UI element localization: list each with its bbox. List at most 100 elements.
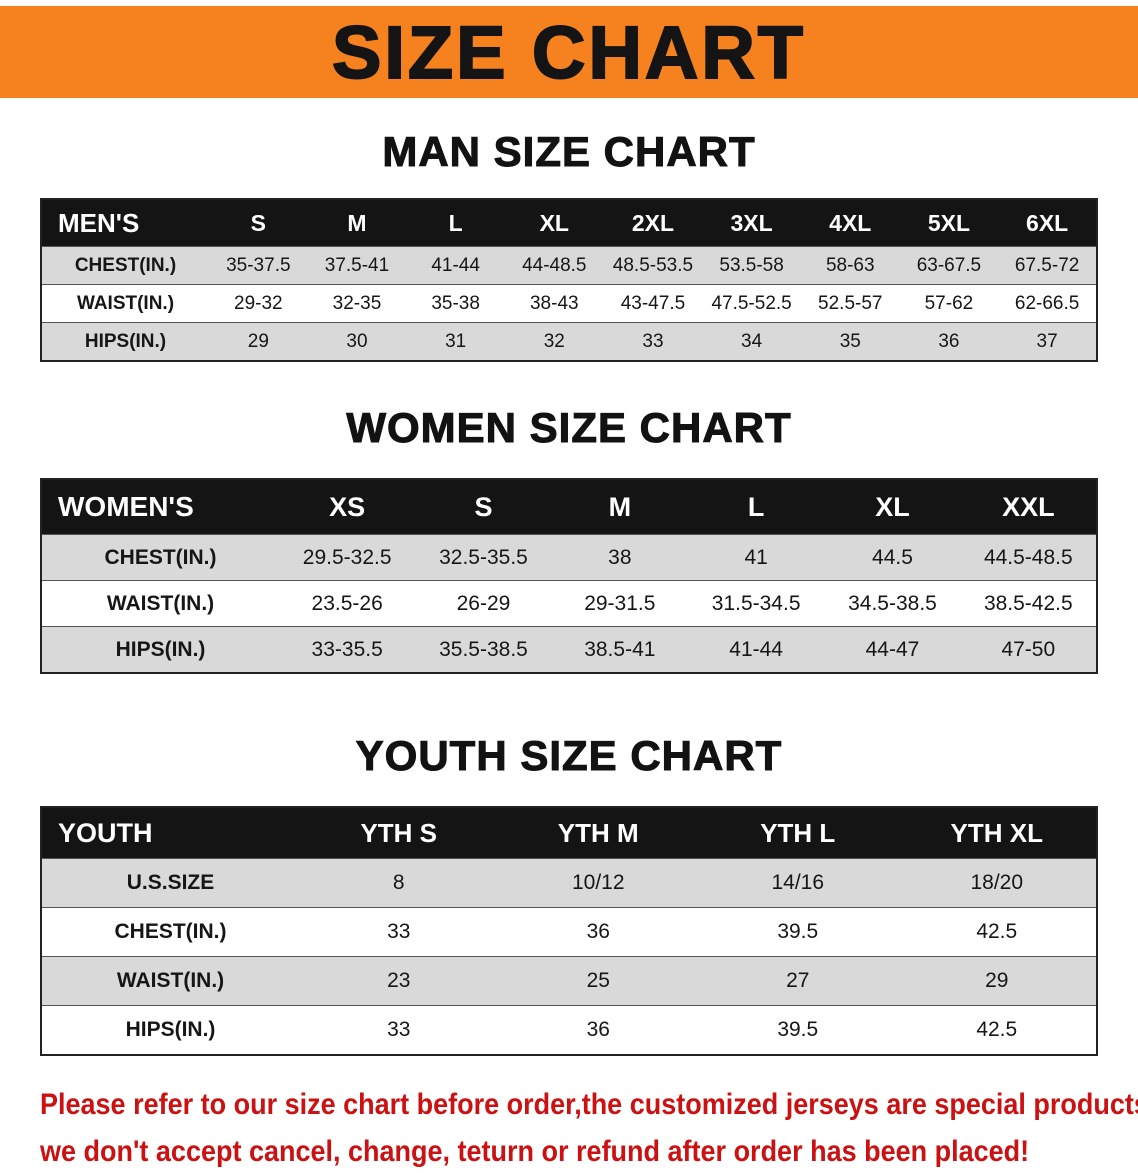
table-header-row: MEN'S S M L XL 2XL 3XL 4XL 5XL 6XL	[41, 199, 1097, 247]
size-cell: 41-44	[406, 247, 505, 285]
size-cell: 27	[698, 957, 898, 1006]
size-cell: 53.5-58	[702, 247, 801, 285]
women-section-heading: WOMEN SIZE CHART	[0, 404, 1138, 452]
size-cell: 32	[505, 323, 604, 362]
table-row: WAIST(IN.) 29-32 32-35 35-38 38-43 43-47…	[41, 285, 1097, 323]
header-cell: XL	[824, 479, 960, 535]
header-cell: YTH XL	[898, 807, 1098, 859]
size-cell: 41-44	[688, 627, 824, 674]
size-cell: 10/12	[499, 859, 699, 908]
row-label: CHEST(IN.)	[41, 535, 279, 581]
footer-line-2: we don't accept cancel, change, teturn o…	[40, 1129, 1028, 1175]
row-label: WAIST(IN.)	[41, 581, 279, 627]
size-cell: 41	[688, 535, 824, 581]
row-label: WAIST(IN.)	[41, 285, 209, 323]
header-cell: 5XL	[900, 199, 999, 247]
size-cell: 35-37.5	[209, 247, 308, 285]
size-cell: 35.5-38.5	[415, 627, 551, 674]
row-label: U.S.SIZE	[41, 859, 299, 908]
row-label: CHEST(IN.)	[41, 908, 299, 957]
row-label: WAIST(IN.)	[41, 957, 299, 1006]
header-cell: XL	[505, 199, 604, 247]
size-cell: 26-29	[415, 581, 551, 627]
size-cell: 29-31.5	[552, 581, 688, 627]
size-cell: 33	[604, 323, 703, 362]
table-row: HIPS(IN.) 33-35.5 35.5-38.5 38.5-41 41-4…	[41, 627, 1097, 674]
size-cell: 43-47.5	[604, 285, 703, 323]
size-cell: 39.5	[698, 1006, 898, 1056]
size-cell: 42.5	[898, 1006, 1098, 1056]
header-cell: S	[209, 199, 308, 247]
size-cell: 29-32	[209, 285, 308, 323]
size-cell: 33	[299, 1006, 499, 1056]
row-label: HIPS(IN.)	[41, 1006, 299, 1056]
size-cell: 52.5-57	[801, 285, 900, 323]
size-cell: 34.5-38.5	[824, 581, 960, 627]
size-cell: 30	[308, 323, 407, 362]
size-cell: 32-35	[308, 285, 407, 323]
size-cell: 31.5-34.5	[688, 581, 824, 627]
size-cell: 32.5-35.5	[415, 535, 551, 581]
header-cell: YTH L	[698, 807, 898, 859]
header-cell: 3XL	[702, 199, 801, 247]
footer-note: Please refer to our size chart before or…	[0, 1082, 1138, 1175]
size-cell: 29.5-32.5	[279, 535, 415, 581]
table-row: WAIST(IN.) 23 25 27 29	[41, 957, 1097, 1006]
size-cell: 38	[552, 535, 688, 581]
size-cell: 34	[702, 323, 801, 362]
size-cell: 42.5	[898, 908, 1098, 957]
header-cell-youth: YOUTH	[41, 807, 299, 859]
header-cell: YTH S	[299, 807, 499, 859]
header-cell: 2XL	[604, 199, 703, 247]
size-cell: 23.5-26	[279, 581, 415, 627]
size-cell: 31	[406, 323, 505, 362]
table-row: CHEST(IN.) 29.5-32.5 32.5-35.5 38 41 44.…	[41, 535, 1097, 581]
header-cell: XS	[279, 479, 415, 535]
size-cell: 37.5-41	[308, 247, 407, 285]
size-cell: 58-63	[801, 247, 900, 285]
size-cell: 39.5	[698, 908, 898, 957]
size-cell: 38.5-42.5	[961, 581, 1097, 627]
table-row: CHEST(IN.) 33 36 39.5 42.5	[41, 908, 1097, 957]
women-size-table: WOMEN'S XS S M L XL XXL CHEST(IN.) 29.5-…	[40, 478, 1098, 674]
youth-size-table: YOUTH YTH S YTH M YTH L YTH XL U.S.SIZE …	[40, 806, 1098, 1056]
header-cell-womens: WOMEN'S	[41, 479, 279, 535]
size-cell: 33	[299, 908, 499, 957]
header-cell: YTH M	[499, 807, 699, 859]
row-label: CHEST(IN.)	[41, 247, 209, 285]
size-cell: 33-35.5	[279, 627, 415, 674]
size-cell: 44-47	[824, 627, 960, 674]
row-label: HIPS(IN.)	[41, 323, 209, 362]
size-cell: 47.5-52.5	[702, 285, 801, 323]
table-header-row: WOMEN'S XS S M L XL XXL	[41, 479, 1097, 535]
size-cell: 57-62	[900, 285, 999, 323]
size-cell: 37	[998, 323, 1097, 362]
size-cell: 35-38	[406, 285, 505, 323]
size-cell: 44.5-48.5	[961, 535, 1097, 581]
size-cell: 38-43	[505, 285, 604, 323]
men-section-heading: MAN SIZE CHART	[0, 128, 1138, 176]
size-cell: 44.5	[824, 535, 960, 581]
size-cell: 47-50	[961, 627, 1097, 674]
size-cell: 29	[209, 323, 308, 362]
footer-line-1: Please refer to our size chart before or…	[40, 1082, 1028, 1129]
size-cell: 44-48.5	[505, 247, 604, 285]
men-size-table: MEN'S S M L XL 2XL 3XL 4XL 5XL 6XL CHEST…	[40, 198, 1098, 362]
size-cell: 29	[898, 957, 1098, 1006]
header-cell-mens: MEN'S	[41, 199, 209, 247]
row-label: HIPS(IN.)	[41, 627, 279, 674]
table-header-row: YOUTH YTH S YTH M YTH L YTH XL	[41, 807, 1097, 859]
size-cell: 35	[801, 323, 900, 362]
header-cell: 4XL	[801, 199, 900, 247]
banner-title: SIZE CHART	[332, 10, 806, 95]
table-row: WAIST(IN.) 23.5-26 26-29 29-31.5 31.5-34…	[41, 581, 1097, 627]
youth-section-heading: YOUTH SIZE CHART	[0, 732, 1138, 780]
size-cell: 67.5-72	[998, 247, 1097, 285]
header-cell: S	[415, 479, 551, 535]
size-cell: 63-67.5	[900, 247, 999, 285]
table-row: U.S.SIZE 8 10/12 14/16 18/20	[41, 859, 1097, 908]
header-cell: 6XL	[998, 199, 1097, 247]
table-row: HIPS(IN.) 33 36 39.5 42.5	[41, 1006, 1097, 1056]
size-cell: 62-66.5	[998, 285, 1097, 323]
table-row: CHEST(IN.) 35-37.5 37.5-41 41-44 44-48.5…	[41, 247, 1097, 285]
